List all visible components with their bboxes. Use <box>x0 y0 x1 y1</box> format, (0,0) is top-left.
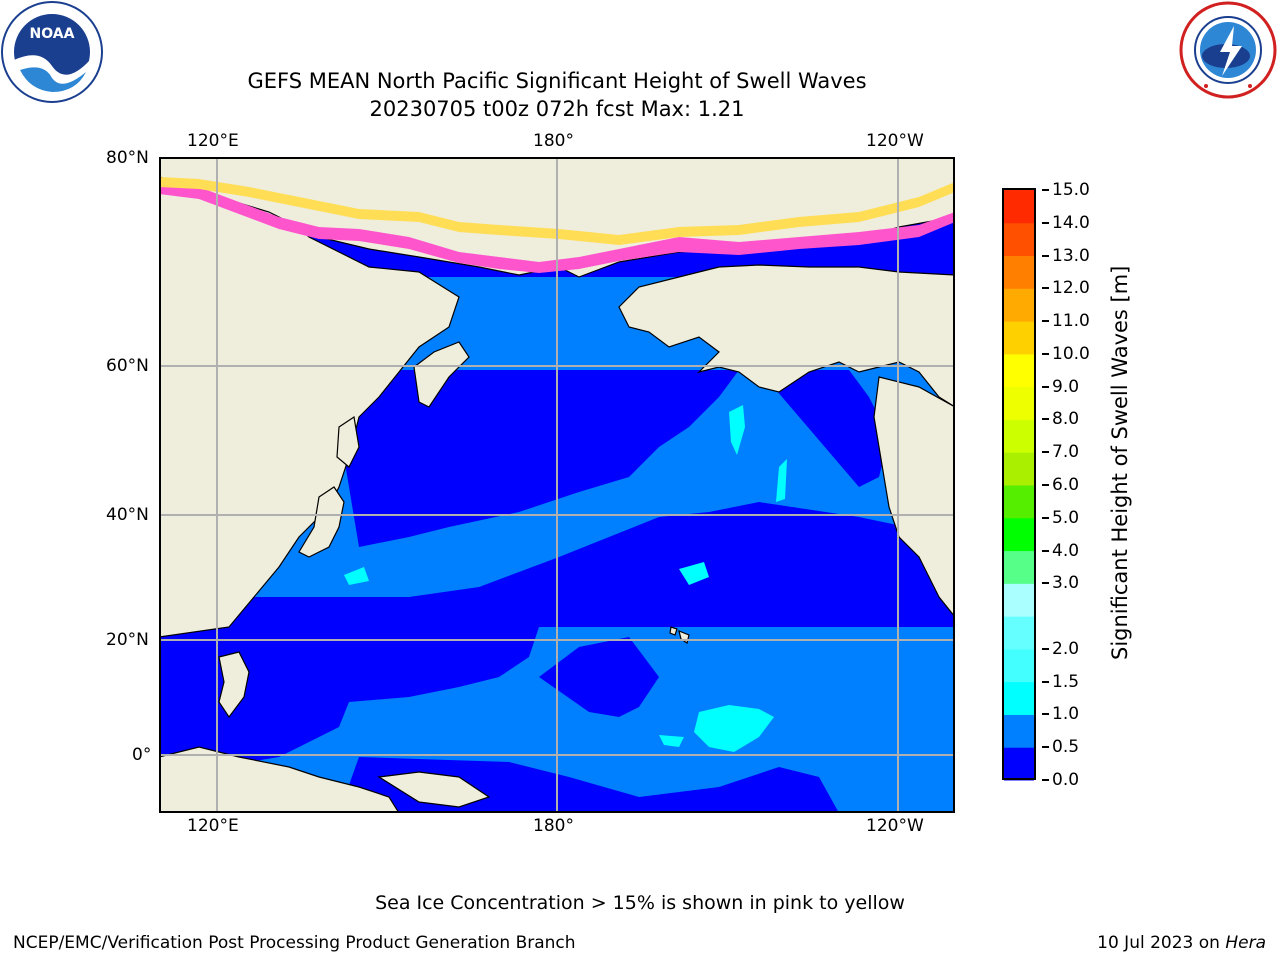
lon-label-top-180: 180° <box>533 131 574 151</box>
lat-label-0: 0° <box>132 745 152 765</box>
colorbar-tick-label: 8.0 <box>1052 409 1080 430</box>
gridlines <box>159 157 955 813</box>
colorbar-segment <box>1004 353 1034 388</box>
colorbar-segment <box>1004 583 1034 617</box>
colorbar-tick-mark <box>1042 647 1049 650</box>
lon-label-bottom-180: 180° <box>533 816 574 836</box>
colorbar <box>1002 188 1036 781</box>
colorbar-tick-label: 4.0 <box>1052 540 1080 561</box>
map-frame <box>159 157 955 813</box>
colorbar-tick-mark <box>1042 189 1049 191</box>
map <box>159 157 955 813</box>
colorbar-tick-label: 0.0 <box>1052 770 1080 790</box>
colorbar-segment <box>1004 190 1034 224</box>
lon-label-bottom-120w: 120°W <box>866 816 924 836</box>
noaa-logo-text: NOAA <box>30 26 75 42</box>
colorbar-segment <box>1004 747 1034 781</box>
nws-logo <box>1176 0 1280 100</box>
sea-ice <box>159 177 955 273</box>
colorbar-tick-mark <box>1042 451 1049 454</box>
colorbar-segment <box>1004 386 1034 420</box>
colorbar-tick-mark <box>1042 352 1049 355</box>
colorbar-label-wrap: Significant Height of Swell Waves [m] <box>1107 266 1132 660</box>
colorbar-tick-mark <box>1042 254 1049 257</box>
credit-host: Hera <box>1225 933 1266 953</box>
colorbar-tick-mark <box>1042 418 1049 421</box>
colorbar-tick-mark <box>1042 680 1049 683</box>
colorbar-tick-label: 2.0 <box>1052 638 1080 659</box>
credit-date: 10 Jul 2023 on <box>1097 933 1226 953</box>
colorbar-segment <box>1004 517 1034 552</box>
colorbar-tick-label: 15.0 <box>1052 180 1090 200</box>
colorbar-tick-mark <box>1042 516 1049 519</box>
colorbar-tick-label: 1.5 <box>1052 671 1080 692</box>
colorbar-tick-label: 1.0 <box>1052 704 1080 725</box>
credit-right: 10 Jul 2023 on Hera <box>1097 933 1266 953</box>
chart-title: GEFS MEAN North Pacific Significant Heig… <box>247 69 867 93</box>
colorbar-segment <box>1004 222 1034 257</box>
colorbar-segment <box>1004 714 1034 748</box>
lon-label-top-120w: 120°W <box>866 131 924 151</box>
colorbar-tick-mark <box>1042 385 1049 388</box>
colorbar-segment <box>1004 321 1034 355</box>
lat-label-20n: 20°N <box>106 630 149 650</box>
colorbar-tick-label: 5.0 <box>1052 507 1080 528</box>
colorbar-segment <box>1004 485 1034 519</box>
colorbar-tick-mark <box>1042 746 1049 749</box>
colorbar-tick-mark <box>1042 287 1049 290</box>
colorbar-tick-label: 14.0 <box>1052 212 1090 233</box>
chart-subtitle: 20230705 t00z 072h fcst Max: 1.21 <box>369 97 745 121</box>
colorbar-tick-label: 9.0 <box>1052 376 1080 397</box>
colorbar-segment <box>1004 550 1034 584</box>
lon-label-bottom-120e: 120°E <box>187 816 239 836</box>
colorbar-tick-mark <box>1042 779 1049 781</box>
colorbar-tick-label: 7.0 <box>1052 442 1080 463</box>
colorbar-tick-mark <box>1042 549 1049 552</box>
colorbar-segment <box>1004 288 1034 322</box>
lat-label-60n: 60°N <box>106 356 149 376</box>
colorbar-tick-label: 3.0 <box>1052 573 1080 594</box>
colorbar-tick-mark <box>1042 713 1049 716</box>
lat-label-40n: 40°N <box>106 505 149 525</box>
sea-ice-note: Sea Ice Concentration > 15% is shown in … <box>375 892 905 914</box>
colorbar-tick-label: 6.0 <box>1052 475 1080 495</box>
colorbar-tick-label: 11.0 <box>1052 311 1090 332</box>
colorbar-segment <box>1004 452 1034 486</box>
colorbar-segment <box>1004 681 1034 715</box>
colorbar-segment <box>1004 255 1034 289</box>
colorbar-segment <box>1004 616 1034 650</box>
colorbar-tick-mark <box>1042 484 1049 486</box>
colorbar-label: Significant Height of Swell Waves [m] <box>1108 265 1132 660</box>
colorbar-tick-mark <box>1042 582 1049 585</box>
colorbar-segment <box>1004 419 1034 453</box>
colorbar-tick-label: 10.0 <box>1052 343 1090 364</box>
colorbar-tick-label: 12.0 <box>1052 278 1090 299</box>
colorbar-tick-mark <box>1042 320 1049 323</box>
colorbar-tick-label: 0.5 <box>1052 737 1080 758</box>
colorbar-tick-mark <box>1042 221 1049 224</box>
colorbar-tick-label: 13.0 <box>1052 245 1090 266</box>
lon-label-top-120e: 120°E <box>187 131 239 151</box>
noaa-logo: NOAA <box>0 0 104 104</box>
lat-label-80n: 80°N <box>106 148 149 168</box>
credit-left: NCEP/EMC/Verification Post Processing Pr… <box>13 933 576 953</box>
ocean-swell-1.0-1.5 <box>344 405 787 752</box>
colorbar-segment <box>1004 648 1034 683</box>
